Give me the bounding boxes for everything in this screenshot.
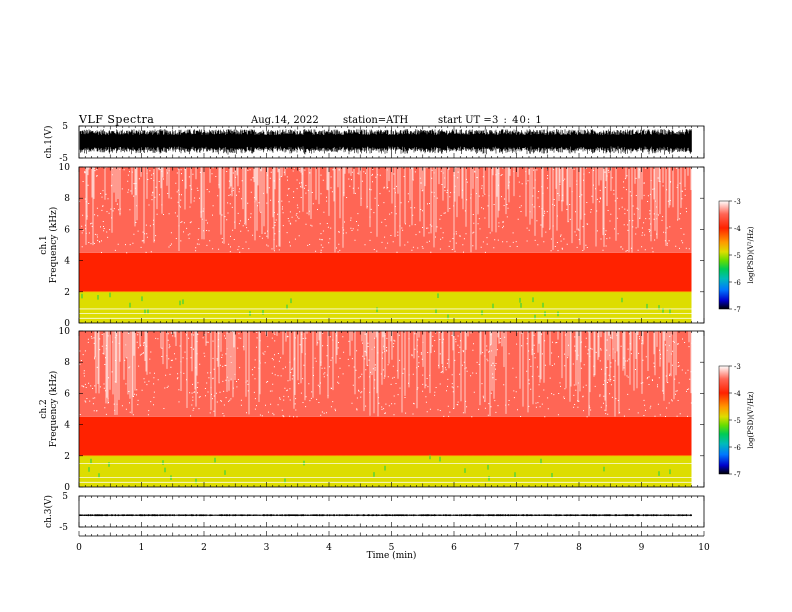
ch1-spectrogram-colorbar: -3 -4 -5 -6 -7 log(PSD)(V²/Hz) — [718, 198, 755, 314]
ch1-spectrogram-ytick-8: 8 — [64, 194, 70, 204]
ch2-spectrogram-ytick-2: 2 — [64, 452, 70, 462]
start-time-value: 3 : 40: 1 — [492, 115, 543, 126]
xtick-10: 10 — [698, 543, 710, 553]
ch2-spectrogram-ytick-6: 6 — [64, 389, 70, 399]
ch2-spectrogram-ylabel-line-0: ch.2 — [39, 399, 49, 418]
xtick-1: 1 — [139, 543, 145, 553]
ch1-spectrogram: 0 2 4 6 8 10 — [59, 163, 705, 329]
xtick-7: 7 — [514, 543, 520, 553]
ch1-waveform-ytick--5: -5 — [59, 154, 68, 164]
ch1-spectrogram-band-1 — [79, 252, 692, 292]
ch2-spectrogram-ytick-8: 8 — [64, 358, 70, 368]
ch1-spectrogram-ytick-10: 10 — [59, 163, 71, 173]
ch2-spectrogram-colorbar: -3 -4 -5 -6 -7 log(PSD)(V²/Hz) — [718, 363, 755, 479]
ch3-waveform-frame — [78, 495, 705, 528]
ch2-spectrogram-ytick-4: 4 — [64, 421, 70, 431]
ch2-spectrogram-band-1 — [79, 416, 692, 456]
ch1-spectrogram-colorbar-tick--3: -3 — [734, 198, 741, 206]
x-axis-label: Time (min) — [367, 550, 417, 561]
ch1-spectrogram-frame — [78, 166, 705, 324]
ch2-spectrogram-colorbar-tick--3: -3 — [734, 363, 741, 371]
ch2-spectrogram-ylabel-line-1: Frequency (kHz) — [48, 371, 59, 448]
ch1-spectrogram-colorbar-tick--7: -7 — [734, 306, 741, 314]
xtick-5: 5 — [389, 543, 395, 553]
ch1-waveform-ytick-5: 5 — [62, 122, 68, 132]
ch2-spectrogram: 0 2 4 6 8 10 — [59, 327, 705, 493]
ch1-spectrogram-band-2 — [79, 167, 692, 253]
ch1-spectrogram-ylabel-line-0: ch.1 — [39, 235, 49, 254]
xtick-2: 2 — [201, 543, 207, 553]
ch2-spectrogram-colorbar-tick--4: -4 — [734, 390, 741, 398]
xtick-3: 3 — [264, 543, 270, 553]
ch1-spectrogram-colorbar-tick--4: -4 — [734, 225, 741, 233]
xtick-4: 4 — [326, 543, 332, 553]
ch1-trace — [79, 129, 692, 155]
ch1-spectrogram-white-dots — [79, 166, 690, 254]
start-time-label: start UT = — [438, 115, 492, 126]
ch1-waveform-ylabel-line-0: ch.1(V) — [43, 126, 54, 159]
ch2-spectrogram-white-texture — [94, 331, 692, 417]
ch1-spectrogram-colorbar-tick--6: -6 — [734, 279, 741, 287]
ch1-waveform-frame — [78, 125, 705, 159]
ch2-spectrogram-green-texture — [88, 454, 671, 484]
ch2-spectrogram-ytick-0: 0 — [64, 483, 70, 493]
ch2-spectrogram-colorbar-tick--7: -7 — [734, 471, 741, 479]
ch2-spectrogram-band-0 — [79, 455, 692, 487]
ch1-spectrogram-colorbar-label: log(PSD)(V²/Hz) — [747, 226, 755, 283]
ch2-spectrogram-colorbar-tick--6: -6 — [734, 444, 741, 452]
xtick-8: 8 — [576, 543, 582, 553]
ch2-spectrogram-frame — [78, 330, 705, 488]
ch1-spectrogram-ytick-4: 4 — [64, 257, 70, 267]
ch1-spectrogram-ytick-2: 2 — [64, 288, 70, 298]
ch2-spectrogram-colorbar-scale — [718, 365, 730, 475]
ch1-spectrogram-yellow-texture — [87, 291, 679, 323]
ch1-spectrogram-ytick-6: 6 — [64, 225, 70, 235]
ch3-waveform-ylabel-line-0: ch.3(V) — [43, 495, 54, 528]
ch2-spectrogram-ytick-10: 10 — [59, 327, 71, 337]
station-label: station=ATH — [343, 115, 409, 126]
ch1-spectrogram-ylabel-line-1: Frequency (kHz) — [48, 207, 59, 284]
ch3-waveform-ytick-5: 5 — [62, 492, 68, 502]
chart-title: VLF Spectra — [79, 113, 155, 126]
ch2-spectrogram-colorbar-label: log(PSD)(V²/Hz) — [747, 391, 755, 448]
xtick-9: 9 — [639, 543, 645, 553]
xtick-6: 6 — [451, 543, 457, 553]
ch1-spectrogram-ytick-0: 0 — [64, 319, 70, 329]
ch2-spectrogram-colorbar-tick--5: -5 — [734, 417, 741, 425]
ch3-waveform-ytick--5: -5 — [59, 523, 68, 533]
ch1-spectrogram-colorbar-scale — [718, 200, 730, 310]
date-label: Aug.14, 2022 — [251, 115, 319, 126]
xtick-0: 0 — [76, 543, 82, 553]
ch1-spectrogram-colorbar-tick--5: -5 — [734, 252, 741, 260]
ch2-spectrogram-white-dots — [79, 331, 693, 418]
ch3-trace — [79, 514, 692, 517]
